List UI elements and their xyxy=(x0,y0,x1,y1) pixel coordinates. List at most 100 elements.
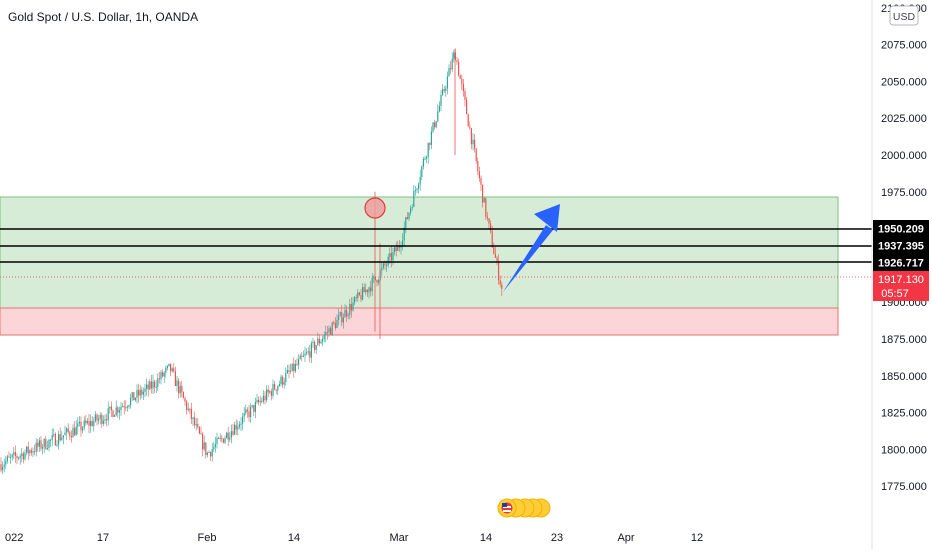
candle-body xyxy=(88,421,90,426)
candle-body xyxy=(85,420,87,424)
candle-body xyxy=(122,406,124,408)
candle-body xyxy=(435,121,437,128)
candle-body xyxy=(77,423,79,427)
candle-body xyxy=(363,287,365,293)
candle-body xyxy=(261,401,263,403)
candle-body xyxy=(22,453,24,460)
candle-body xyxy=(472,139,474,145)
candle-body xyxy=(437,111,439,122)
circle-marker[interactable] xyxy=(364,197,386,219)
candle-body xyxy=(206,452,208,456)
current-price-tag[interactable]: 1917.130 05:57 xyxy=(873,271,929,301)
y-tick-label: 1875.000 xyxy=(881,334,927,346)
candle-body xyxy=(178,380,180,394)
candle-body xyxy=(13,452,15,455)
candle-body xyxy=(456,60,458,63)
candle-body xyxy=(70,435,72,438)
candle-body xyxy=(21,453,23,456)
arrow-up-icon[interactable] xyxy=(503,204,560,292)
svg-text:1937.395: 1937.395 xyxy=(878,241,924,253)
candle-body xyxy=(54,434,56,446)
candle-body xyxy=(267,389,269,393)
candle-body xyxy=(56,444,58,446)
time-axis[interactable]: 022 17 Feb 14 Mar 14 23 Apr 12 xyxy=(5,532,703,544)
candle-body xyxy=(418,184,420,189)
candle-body xyxy=(90,420,92,426)
price-tag-1926[interactable]: 1926.717 xyxy=(873,254,929,271)
candle-body xyxy=(93,421,95,426)
candle-body xyxy=(390,252,392,261)
candle-body xyxy=(6,456,8,461)
candle-body xyxy=(14,452,16,457)
candle-body xyxy=(288,370,290,372)
candle-body xyxy=(230,431,232,438)
candle-body xyxy=(144,388,146,392)
candle-body xyxy=(405,217,407,228)
candle-body xyxy=(264,395,266,401)
candle-body xyxy=(459,75,461,79)
candle-body xyxy=(269,391,271,393)
candle-body xyxy=(349,304,351,315)
candle-body xyxy=(496,257,498,261)
candle-body xyxy=(291,363,293,371)
candle-body xyxy=(214,444,216,448)
symbol-title[interactable]: Gold Spot / U.S. Dollar, 1h, OANDA xyxy=(8,10,198,24)
candle-body xyxy=(101,414,103,424)
candles-layer xyxy=(0,48,503,475)
candle-body xyxy=(67,428,69,433)
candle-body xyxy=(419,176,421,185)
candle-body xyxy=(387,256,389,265)
candle-body xyxy=(277,385,279,391)
candle-body xyxy=(451,58,453,70)
candle-body xyxy=(362,287,364,300)
candle-body xyxy=(499,280,501,285)
candle-body xyxy=(213,447,215,450)
price-tag-1937[interactable]: 1937.395 xyxy=(873,237,929,254)
candle-body xyxy=(394,247,396,252)
red-zone[interactable] xyxy=(0,307,839,336)
candle-body xyxy=(197,424,199,428)
candle-body xyxy=(370,287,372,292)
candle-body xyxy=(498,260,500,281)
candle-body xyxy=(18,457,20,459)
candle-body xyxy=(157,378,159,387)
candle-body xyxy=(179,385,181,394)
candle-body xyxy=(371,278,373,292)
candle-body xyxy=(43,438,45,447)
candle-body xyxy=(154,381,156,388)
candle-body xyxy=(272,384,274,396)
candle-body xyxy=(114,414,116,417)
candle-body xyxy=(408,212,410,219)
candle-body xyxy=(80,421,82,431)
candle-body xyxy=(152,381,154,389)
candle-body xyxy=(310,343,312,358)
candle-body xyxy=(32,451,34,453)
candle-body xyxy=(290,370,292,372)
events-badges[interactable] xyxy=(497,498,551,518)
candle-body xyxy=(445,88,447,91)
price-tag-1950[interactable]: 1950.209 xyxy=(873,220,929,237)
candle-body xyxy=(326,332,328,334)
candle-body xyxy=(150,381,152,389)
candle-body xyxy=(501,284,503,289)
candle-body xyxy=(219,437,221,439)
y-tick-label: 1850.000 xyxy=(881,371,927,383)
candle-body xyxy=(187,408,189,411)
candle-body xyxy=(131,392,133,398)
candle-body xyxy=(221,437,223,439)
y-tick-label: 2025.000 xyxy=(881,113,927,125)
candle-body xyxy=(373,276,375,279)
candle-body xyxy=(315,345,317,350)
candle-body xyxy=(232,431,234,435)
candle-body xyxy=(86,421,88,424)
candle-body xyxy=(346,310,348,317)
candle-body xyxy=(69,432,71,436)
candle-body xyxy=(106,419,108,421)
candle-body xyxy=(442,89,444,96)
currency-button[interactable]: USD xyxy=(889,5,919,26)
svg-text:1917.130: 1917.130 xyxy=(878,274,924,286)
candle-body xyxy=(27,446,29,454)
green-zone[interactable] xyxy=(0,196,839,309)
